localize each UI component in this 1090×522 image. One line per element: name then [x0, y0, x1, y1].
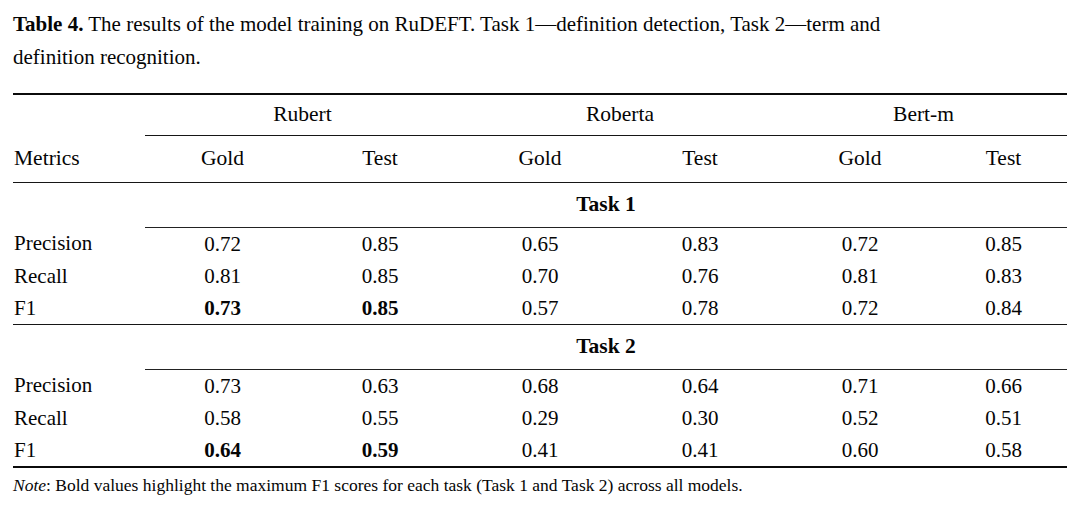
note-text: : Bold values highlight the maximum F1 s…	[46, 475, 743, 495]
value-cell: 0.85	[300, 260, 460, 292]
value-cell: 0.78	[620, 292, 780, 325]
task1-spacer	[13, 183, 145, 228]
value-cell: 0.58	[940, 434, 1067, 467]
value-cell: 0.64	[145, 434, 300, 467]
value-cell: 0.58	[145, 402, 300, 434]
value-cell: 0.76	[620, 260, 780, 292]
group-header-roberta: Roberta	[460, 94, 780, 136]
subheader-gold-1: Gold	[145, 136, 300, 183]
task2-spacer	[13, 325, 145, 370]
note-label: Note	[13, 475, 46, 495]
metric-label: Precision	[13, 228, 145, 261]
value-cell: 0.41	[620, 434, 780, 467]
corner-spacer	[13, 94, 145, 136]
group-header-rubert: Rubert	[145, 94, 460, 136]
value-cell: 0.60	[780, 434, 940, 467]
value-cell: 0.84	[940, 292, 1067, 325]
column-header-row: Metrics Gold Test Gold Test Gold Test	[13, 136, 1067, 183]
value-cell: 0.85	[300, 228, 460, 261]
table-note: Note: Bold values highlight the maximum …	[13, 474, 1077, 496]
task2-f1-row: F1 0.64 0.59 0.41 0.41 0.60 0.58	[13, 434, 1067, 467]
value-cell: 0.81	[780, 260, 940, 292]
value-cell: 0.65	[460, 228, 620, 261]
task2-title: Task 2	[145, 325, 1067, 370]
value-cell: 0.57	[460, 292, 620, 325]
paper-page: Table 4. The results of the model traini…	[0, 0, 1090, 522]
value-cell: 0.71	[780, 370, 940, 403]
value-cell: 0.85	[300, 292, 460, 325]
task1-precision-row: Precision 0.72 0.85 0.65 0.83 0.72 0.85	[13, 228, 1067, 261]
value-cell: 0.63	[300, 370, 460, 403]
task1-title: Task 1	[145, 183, 1067, 228]
task2-header-row: Task 2	[13, 325, 1067, 370]
subheader-gold-3: Gold	[780, 136, 940, 183]
value-cell: 0.52	[780, 402, 940, 434]
value-cell: 0.59	[300, 434, 460, 467]
value-cell: 0.83	[620, 228, 780, 261]
metric-label: F1	[13, 292, 145, 325]
metric-label: F1	[13, 434, 145, 467]
task1-f1-row: F1 0.73 0.85 0.57 0.78 0.72 0.84	[13, 292, 1067, 325]
value-cell: 0.72	[780, 292, 940, 325]
group-header-bert-m: Bert-m	[780, 94, 1067, 136]
value-cell: 0.83	[940, 260, 1067, 292]
value-cell: 0.55	[300, 402, 460, 434]
table-caption: Table 4. The results of the model traini…	[13, 8, 1077, 74]
subheader-test-3: Test	[940, 136, 1067, 183]
task1-recall-row: Recall 0.81 0.85 0.70 0.76 0.81 0.83	[13, 260, 1067, 292]
value-cell: 0.72	[145, 228, 300, 261]
subheader-test-1: Test	[300, 136, 460, 183]
subheader-test-2: Test	[620, 136, 780, 183]
metric-label: Recall	[13, 260, 145, 292]
metrics-header: Metrics	[13, 136, 145, 183]
task2-recall-row: Recall 0.58 0.55 0.29 0.30 0.52 0.51	[13, 402, 1067, 434]
value-cell: 0.68	[460, 370, 620, 403]
value-cell: 0.81	[145, 260, 300, 292]
table-caption-label: Table 4.	[13, 12, 83, 36]
value-cell: 0.30	[620, 402, 780, 434]
results-table: Rubert Roberta Bert-m Metrics Gold Test …	[13, 93, 1067, 468]
value-cell: 0.73	[145, 370, 300, 403]
value-cell: 0.29	[460, 402, 620, 434]
value-cell: 0.41	[460, 434, 620, 467]
table-caption-text-line2: definition recognition.	[13, 45, 201, 69]
value-cell: 0.72	[780, 228, 940, 261]
value-cell: 0.73	[145, 292, 300, 325]
subheader-gold-2: Gold	[460, 136, 620, 183]
value-cell: 0.51	[940, 402, 1067, 434]
value-cell: 0.66	[940, 370, 1067, 403]
value-cell: 0.85	[940, 228, 1067, 261]
metric-label: Precision	[13, 370, 145, 403]
value-cell: 0.64	[620, 370, 780, 403]
value-cell: 0.70	[460, 260, 620, 292]
model-group-header-row: Rubert Roberta Bert-m	[13, 94, 1067, 136]
task2-precision-row: Precision 0.73 0.63 0.68 0.64 0.71 0.66	[13, 370, 1067, 403]
metric-label: Recall	[13, 402, 145, 434]
task1-header-row: Task 1	[13, 183, 1067, 228]
table-caption-text-line1: The results of the model training on RuD…	[88, 12, 880, 36]
